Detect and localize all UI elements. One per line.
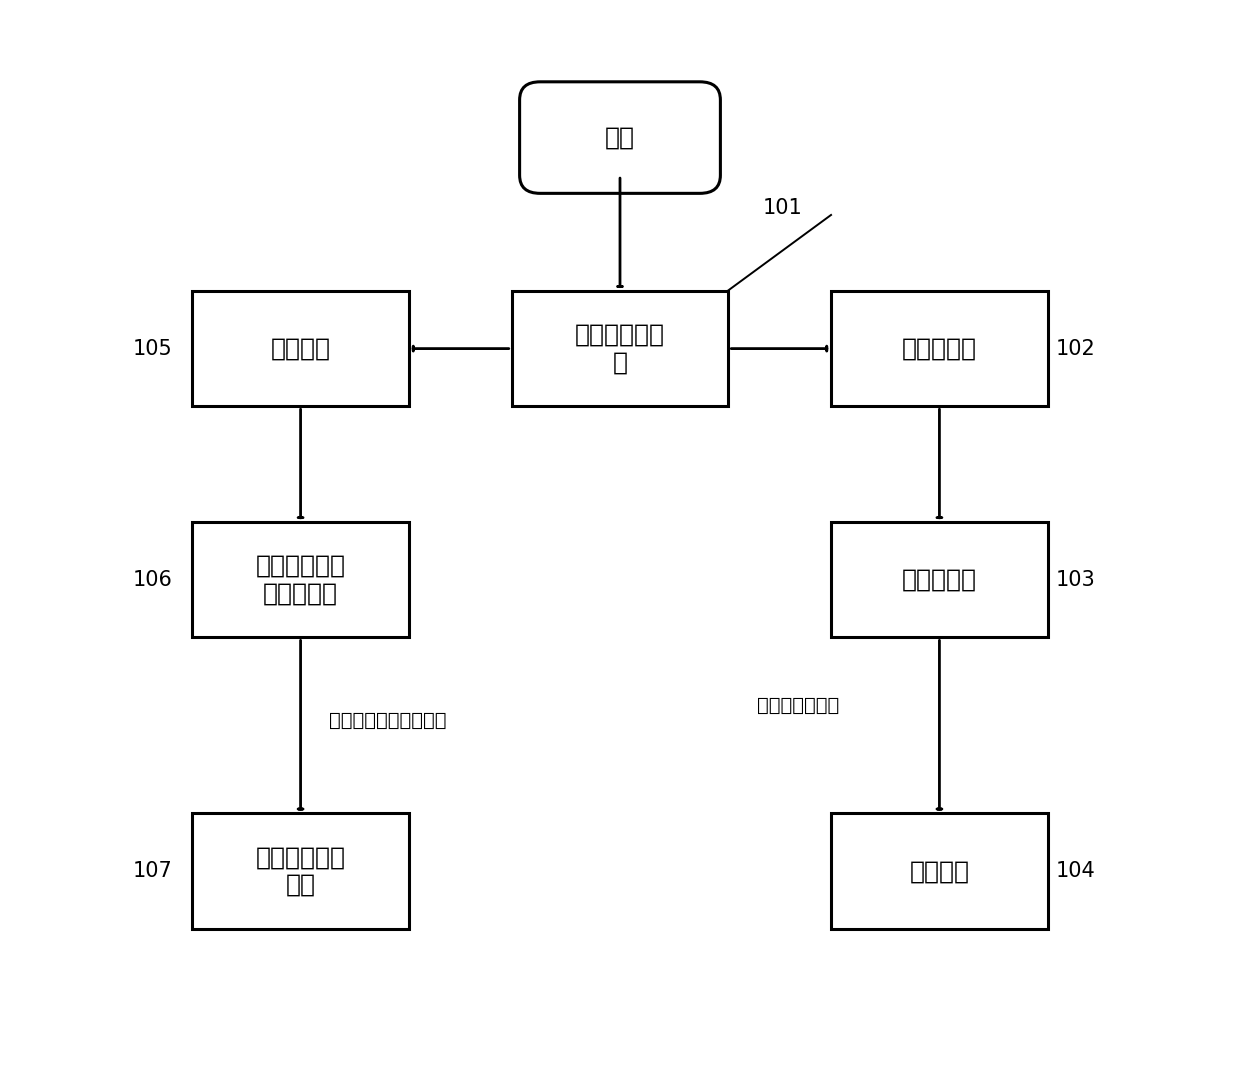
- FancyBboxPatch shape: [192, 522, 409, 637]
- Text: 开始: 开始: [605, 125, 635, 150]
- FancyBboxPatch shape: [512, 291, 728, 406]
- Text: 根据使用需求
创建工作流: 根据使用需求 创建工作流: [255, 554, 346, 606]
- FancyBboxPatch shape: [520, 82, 720, 193]
- Text: 101: 101: [763, 198, 802, 218]
- Text: 106: 106: [133, 570, 172, 590]
- Text: 与项目结合: 与项目结合: [901, 337, 977, 360]
- FancyBboxPatch shape: [831, 291, 1048, 406]
- Text: 103: 103: [1055, 570, 1095, 590]
- Text: 自动与业务结合: 自动与业务结合: [756, 696, 839, 715]
- Text: 流程使用: 流程使用: [909, 859, 970, 883]
- Text: 创建工作流: 创建工作流: [901, 568, 977, 592]
- Text: 单独使用: 单独使用: [270, 337, 331, 360]
- FancyBboxPatch shape: [192, 814, 409, 929]
- FancyBboxPatch shape: [831, 522, 1048, 637]
- FancyBboxPatch shape: [831, 814, 1048, 929]
- Text: 105: 105: [133, 339, 172, 358]
- Text: 107: 107: [133, 862, 172, 881]
- Text: 直接获取到工作流信息: 直接获取到工作流信息: [329, 711, 446, 730]
- Text: 发明工作流模
块: 发明工作流模 块: [575, 323, 665, 374]
- FancyBboxPatch shape: [192, 291, 409, 406]
- Text: 104: 104: [1055, 862, 1095, 881]
- Text: 102: 102: [1055, 339, 1095, 358]
- Text: 根据自身情况
使用: 根据自身情况 使用: [255, 846, 346, 897]
